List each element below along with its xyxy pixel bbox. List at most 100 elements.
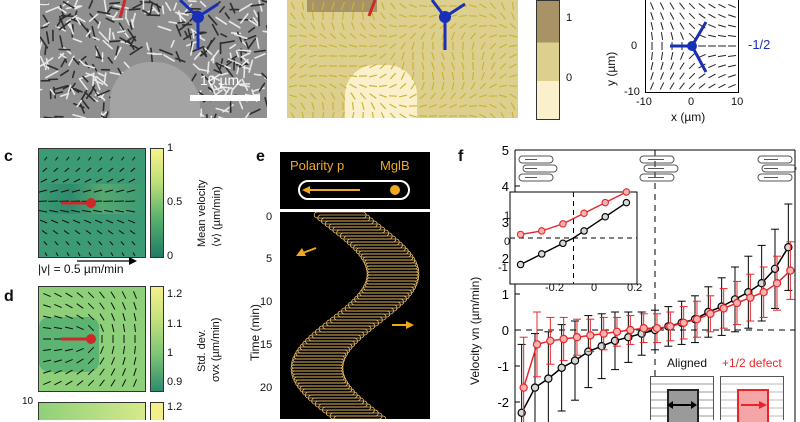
f-data-point xyxy=(707,310,714,317)
f-data-point xyxy=(787,267,794,274)
f-data-point xyxy=(747,294,754,301)
inset-data-point xyxy=(623,199,629,205)
defect-xtick-10: 10 xyxy=(731,96,743,108)
defect-plot-frame xyxy=(645,0,739,93)
panel-d-map xyxy=(38,286,146,392)
defect-ylabel: y (µm) xyxy=(604,52,618,86)
panel-d-colorbar-label2: σvx (µm/min) xyxy=(210,318,222,382)
f-data-point xyxy=(680,319,687,326)
inset-ytick-1: 1 xyxy=(504,210,510,222)
inset-data-point xyxy=(581,210,587,216)
panel-a-image: 10 µm xyxy=(40,0,267,118)
inset-xtick-0: 0 xyxy=(591,282,597,294)
f-ytick-label: 4 xyxy=(502,179,509,194)
f-data-point xyxy=(587,332,594,339)
panel-c-colorbar xyxy=(150,148,164,258)
panel-b-defect-marks xyxy=(287,0,518,118)
panel-c-tick-05: 0.5 xyxy=(167,196,182,208)
f-data-point xyxy=(547,337,554,344)
f-ytick-label: -2 xyxy=(497,395,509,410)
inset-data-point xyxy=(560,240,566,246)
lower-tick-right: 1.2 xyxy=(167,401,182,413)
panel-b-tick-1: 1 xyxy=(566,12,572,24)
f-data-point xyxy=(613,328,620,335)
f-data-point xyxy=(520,384,527,391)
inset-data-point xyxy=(602,214,608,220)
f-ytick-label: 0 xyxy=(502,323,509,338)
lower-colorbar-sliver xyxy=(150,402,164,420)
inset-ytick-neg1: -1 xyxy=(498,262,508,274)
cell-cluster-icon-right xyxy=(754,152,800,186)
f-data-point xyxy=(640,325,647,332)
panel-e-ylabel: Time (min) xyxy=(248,304,262,361)
f-data-point xyxy=(720,305,727,312)
defect-xlabel: x (µm) xyxy=(671,110,705,124)
f-ytick-label: 5 xyxy=(502,143,509,158)
panel-e-kymograph xyxy=(280,212,430,419)
panel-c-colorbar-label: Mean velocity xyxy=(196,180,208,247)
cell-cluster-icon-mid xyxy=(636,152,686,186)
polarity-arrow xyxy=(280,152,430,209)
f-data-point xyxy=(667,323,674,330)
f-data-point xyxy=(653,325,660,332)
f-data-point xyxy=(558,364,565,371)
panel-b-colorbar xyxy=(536,0,560,120)
f-ytick-label: -1 xyxy=(497,359,509,374)
inset-xtick-neg02: -0.2 xyxy=(545,282,564,294)
f-data-point xyxy=(598,343,605,350)
panel-label-f: f xyxy=(458,148,463,166)
defect-symbol xyxy=(646,0,738,92)
f-data-point xyxy=(573,334,580,341)
panel-d-colorbar xyxy=(150,286,164,392)
inset-data-point xyxy=(517,261,523,267)
f-data-point xyxy=(571,357,578,364)
f-data-point xyxy=(545,375,552,382)
panel-label-c: c xyxy=(4,148,13,166)
f-data-point xyxy=(773,280,780,287)
panel-c-tick-1: 1 xyxy=(167,142,173,154)
f-data-point xyxy=(531,384,538,391)
inset-data-point xyxy=(539,251,545,257)
defect-xtick-neg10: -10 xyxy=(636,96,652,108)
defect-charge-label: -1/2 xyxy=(748,37,770,52)
kymograph-arrows xyxy=(280,212,430,419)
legend-aligned-arrow xyxy=(651,377,713,420)
panel-c-defect-marker xyxy=(39,149,145,257)
legend-aligned-box xyxy=(650,376,714,420)
f-data-point xyxy=(533,341,540,348)
panel-b-image xyxy=(287,0,518,118)
inset-data-point xyxy=(539,228,545,234)
f-data-point xyxy=(627,326,634,333)
panel-c-tick-0: 0 xyxy=(167,250,173,262)
panel-label-d: d xyxy=(4,288,14,306)
panel-label-e: e xyxy=(256,148,265,166)
scale-bar-line xyxy=(190,95,260,101)
f-ytick-label: 1 xyxy=(502,287,509,302)
lower-map-sliver xyxy=(38,402,146,420)
panel-c-scale-arrow xyxy=(77,256,137,266)
lower-tick-left: 10 xyxy=(22,396,33,407)
legend-defect-arrow xyxy=(721,377,783,420)
defect-ytick-0: 0 xyxy=(631,40,637,52)
inset-xtick-02: 0.2 xyxy=(627,282,642,294)
inset-data-point xyxy=(581,228,587,234)
panel-c-map xyxy=(38,148,146,258)
f-data-point xyxy=(560,335,567,342)
panel-c-colorbar-label2: ⟨v⟩ (µm/min) xyxy=(210,186,223,247)
f-data-point xyxy=(518,409,525,416)
panel-e-ytick-5: 5 xyxy=(266,253,272,265)
inset-data-point xyxy=(623,189,629,195)
panel-d-tick-1: 1 xyxy=(167,347,173,359)
panel-b-tick-0: 0 xyxy=(566,72,572,84)
panel-d-colorbar-label: Std. dev. xyxy=(196,329,208,372)
f-data-point xyxy=(625,334,632,341)
panel-d-tick-12: 1.2 xyxy=(167,288,182,300)
f-data-point xyxy=(733,299,740,306)
inset-data-point xyxy=(517,231,523,237)
f-data-point xyxy=(693,316,700,323)
f-data-point xyxy=(771,265,778,272)
defect-xtick-0: 0 xyxy=(688,96,694,108)
panel-d-tick-09: 0.9 xyxy=(167,376,182,388)
cell-cluster-icon-left xyxy=(515,152,565,186)
legend-defect-label: +1/2 defect xyxy=(722,356,782,370)
